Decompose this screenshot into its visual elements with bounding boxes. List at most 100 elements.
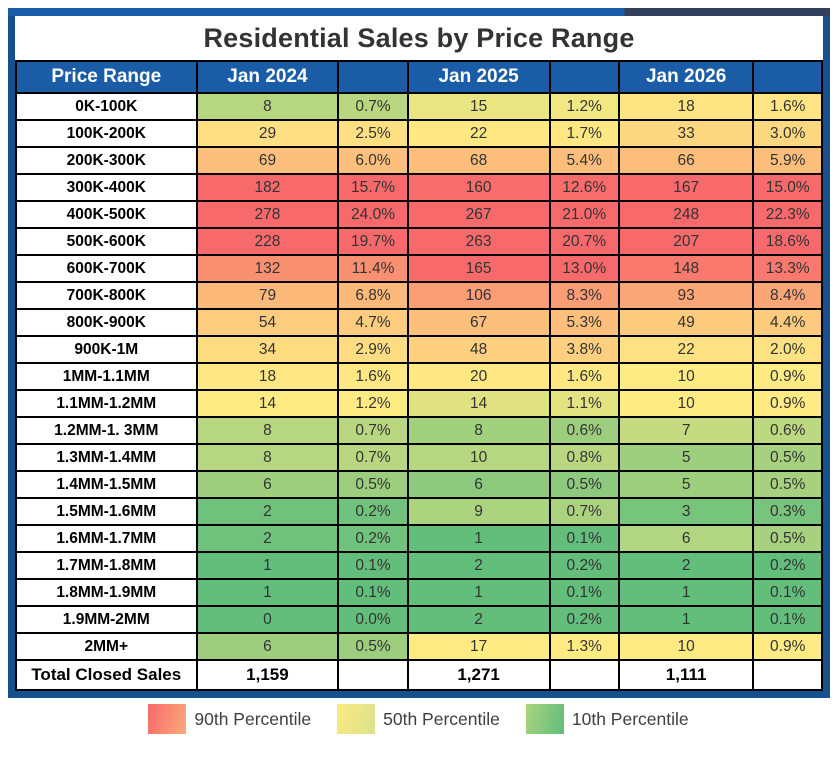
total-jan-2025: 1,271 xyxy=(406,659,551,691)
count-cell: 14 xyxy=(195,389,340,418)
col-header-jan-2026: Jan 2026 xyxy=(617,60,755,94)
percent-cell: 0.5% xyxy=(548,470,620,499)
percent-cell: 0.1% xyxy=(752,605,823,634)
report-page: Residential Sales by Price Range Price R… xyxy=(0,8,837,783)
price-range-row: 1.4MM-1.5MM 6 0.5% 6 0.5% 5 0.5% xyxy=(15,470,823,499)
percent-cell: 0.3% xyxy=(752,497,823,526)
percent-cell: 1.6% xyxy=(752,92,823,121)
legend-swatch-icon xyxy=(148,704,187,734)
count-cell: 10 xyxy=(617,362,755,391)
price-range-label: 1.4MM-1.5MM xyxy=(15,470,198,499)
count-cell: 15 xyxy=(406,92,551,121)
price-range-row: 400K-500K 278 24.0% 267 21.0% 248 22.3% xyxy=(15,200,823,229)
legend-item: 90th Percentile xyxy=(148,704,311,734)
count-cell: 22 xyxy=(406,119,551,148)
price-range-row: 1.1MM-1.2MM 14 1.2% 14 1.1% 10 0.9% xyxy=(15,389,823,418)
percent-cell: 11.4% xyxy=(337,254,409,283)
count-cell: 69 xyxy=(195,146,340,175)
legend-swatch-icon xyxy=(525,704,564,734)
price-range-row: 1.2MM-1. 3MM 8 0.7% 8 0.6% 7 0.6% xyxy=(15,416,823,445)
percent-cell: 1.3% xyxy=(548,632,620,661)
count-cell: 10 xyxy=(406,443,551,472)
col-header-jan-2025: Jan 2025 xyxy=(406,60,551,94)
count-cell: 8 xyxy=(406,416,551,445)
count-cell: 1 xyxy=(406,524,551,553)
percent-cell: 0.1% xyxy=(548,578,620,607)
percent-cell: 0.1% xyxy=(548,524,620,553)
price-range-row: 2MM+ 6 0.5% 17 1.3% 10 0.9% xyxy=(15,632,823,661)
percent-cell: 1.2% xyxy=(548,92,620,121)
price-range-label: 1.9MM-2MM xyxy=(15,605,198,634)
percent-cell: 0.2% xyxy=(548,605,620,634)
percent-cell: 0.5% xyxy=(337,632,409,661)
sales-by-price-range-table: Price Range Jan 2024 Jan 2025 Jan 2026 0… xyxy=(15,60,823,691)
price-range-label: 400K-500K xyxy=(15,200,198,229)
count-cell: 278 xyxy=(195,200,340,229)
count-cell: 18 xyxy=(617,92,755,121)
price-range-label: 800K-900K xyxy=(15,308,198,337)
percent-cell: 20.7% xyxy=(548,227,620,256)
page-title: Residential Sales by Price Range xyxy=(203,22,635,53)
legend-label: 90th Percentile xyxy=(194,708,312,729)
percent-cell: 0.5% xyxy=(752,443,823,472)
price-range-row: 500K-600K 228 19.7% 263 20.7% 207 18.6% xyxy=(15,227,823,256)
price-range-label: 1.2MM-1. 3MM xyxy=(15,416,198,445)
percent-cell: 21.0% xyxy=(548,200,620,229)
percent-cell: 5.9% xyxy=(752,146,823,175)
price-range-label: 1.8MM-1.9MM xyxy=(15,578,198,607)
percent-cell: 6.8% xyxy=(337,281,409,310)
total-jan-2024: 1,159 xyxy=(195,659,340,691)
price-range-label: 1.1MM-1.2MM xyxy=(15,389,198,418)
count-cell: 267 xyxy=(406,200,551,229)
total-row-label: Total Closed Sales xyxy=(15,659,198,691)
percent-cell: 0.2% xyxy=(752,551,823,580)
total-jan-2024-pct-blank xyxy=(337,659,409,691)
count-cell: 10 xyxy=(617,632,755,661)
count-cell: 8 xyxy=(195,443,340,472)
legend-label: 10th Percentile xyxy=(571,708,689,729)
percent-cell: 2.9% xyxy=(337,335,409,364)
count-cell: 33 xyxy=(617,119,755,148)
percent-cell: 0.0% xyxy=(337,605,409,634)
count-cell: 17 xyxy=(406,632,551,661)
col-header-jan-2024: Jan 2024 xyxy=(195,60,340,94)
percent-cell: 0.9% xyxy=(752,632,823,661)
count-cell: 54 xyxy=(195,308,340,337)
percent-cell: 19.7% xyxy=(337,227,409,256)
count-cell: 66 xyxy=(617,146,755,175)
count-cell: 6 xyxy=(195,470,340,499)
legend-item: 10th Percentile xyxy=(525,704,689,734)
percent-cell: 0.6% xyxy=(548,416,620,445)
percent-cell: 13.3% xyxy=(752,254,823,283)
percent-cell: 5.3% xyxy=(548,308,620,337)
count-cell: 49 xyxy=(617,308,755,337)
col-header-jan-2024-pct xyxy=(337,60,409,94)
price-range-label: 1MM-1.1MM xyxy=(15,362,198,391)
count-cell: 14 xyxy=(406,389,551,418)
percent-cell: 24.0% xyxy=(337,200,409,229)
price-range-row: 600K-700K 132 11.4% 165 13.0% 148 13.3% xyxy=(15,254,823,283)
percent-cell: 3.0% xyxy=(752,119,823,148)
count-cell: 20 xyxy=(406,362,551,391)
price-range-row: 1.6MM-1.7MM 2 0.2% 1 0.1% 6 0.5% xyxy=(15,524,823,553)
count-cell: 182 xyxy=(195,173,340,202)
count-cell: 148 xyxy=(617,254,755,283)
percent-cell: 0.2% xyxy=(548,551,620,580)
count-cell: 6 xyxy=(617,524,755,553)
total-jan-2026: 1,111 xyxy=(617,659,755,691)
count-cell: 160 xyxy=(406,173,551,202)
count-cell: 7 xyxy=(617,416,755,445)
percent-cell: 15.0% xyxy=(752,173,823,202)
count-cell: 29 xyxy=(195,119,340,148)
price-range-row: 700K-800K 79 6.8% 106 8.3% 93 8.4% xyxy=(15,281,823,310)
count-cell: 79 xyxy=(195,281,340,310)
price-range-row: 1.9MM-2MM 0 0.0% 2 0.2% 1 0.1% xyxy=(15,605,823,634)
count-cell: 9 xyxy=(406,497,551,526)
count-cell: 10 xyxy=(617,389,755,418)
percent-cell: 0.1% xyxy=(337,578,409,607)
percent-cell: 0.1% xyxy=(752,578,823,607)
percent-cell: 0.5% xyxy=(337,470,409,499)
count-cell: 6 xyxy=(406,470,551,499)
count-cell: 5 xyxy=(617,470,755,499)
count-cell: 2 xyxy=(617,551,755,580)
